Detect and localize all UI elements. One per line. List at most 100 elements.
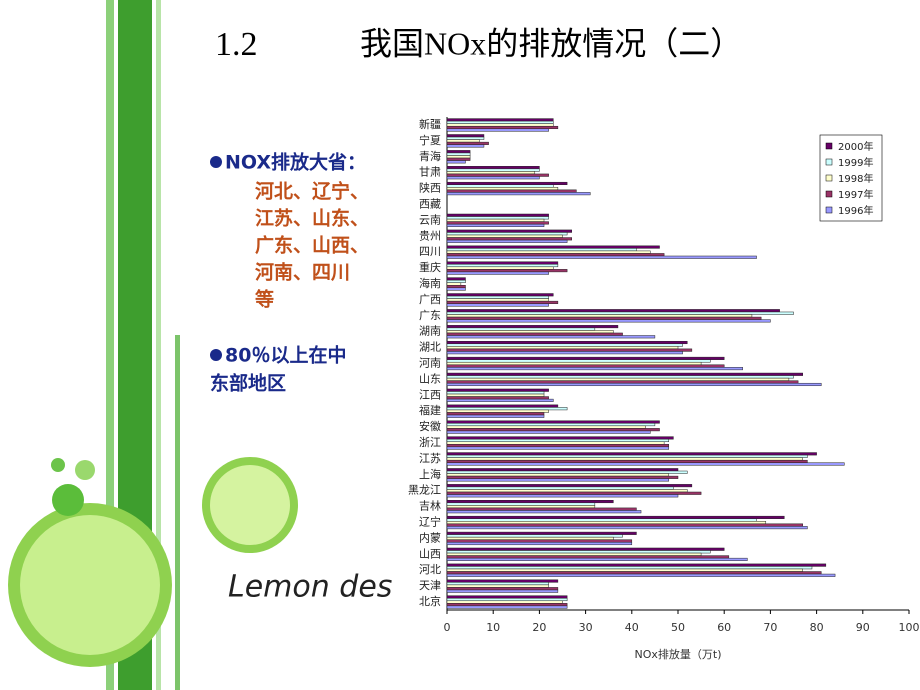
legend-swatch xyxy=(825,158,833,166)
bar xyxy=(446,279,466,283)
bar xyxy=(446,393,545,397)
y-tick-label: 河北 xyxy=(419,563,441,576)
y-tick-label: 新疆 xyxy=(419,117,441,131)
x-tick-label: 100 xyxy=(899,621,920,634)
bar xyxy=(446,141,489,145)
decor-stripe xyxy=(106,0,114,690)
bar xyxy=(446,327,596,331)
section-number: 1.2 xyxy=(215,26,258,63)
bar xyxy=(446,542,633,546)
bar xyxy=(446,125,559,130)
bar xyxy=(446,237,572,241)
bar xyxy=(446,264,559,268)
bar xyxy=(446,502,596,506)
bar xyxy=(446,181,568,185)
y-tick-label: 湖北 xyxy=(419,341,441,354)
bar xyxy=(446,261,559,265)
bar xyxy=(446,603,568,607)
y-tick-label: 云南 xyxy=(419,213,441,226)
bar xyxy=(446,605,568,609)
legend-label: 1997年 xyxy=(838,188,873,201)
bar xyxy=(446,595,568,599)
bar xyxy=(446,157,471,161)
bar xyxy=(446,330,614,334)
bar xyxy=(446,539,633,543)
bar xyxy=(446,409,549,413)
y-tick-label: 内蒙 xyxy=(419,530,441,544)
bar xyxy=(446,430,651,434)
bar xyxy=(446,436,674,440)
bar xyxy=(446,232,568,236)
bar xyxy=(446,277,466,281)
x-tick-label: 90 xyxy=(856,621,870,634)
bar xyxy=(446,600,563,604)
bar xyxy=(446,184,554,188)
bullet-line: 等 xyxy=(254,288,274,311)
bar xyxy=(446,521,767,525)
bullet-line: 广东、山西、 xyxy=(255,234,369,257)
y-tick-label: 北京 xyxy=(419,594,441,608)
bar xyxy=(446,557,748,561)
bar xyxy=(446,346,679,350)
bar xyxy=(446,192,591,196)
bar xyxy=(446,150,471,154)
bar xyxy=(446,438,670,442)
bar xyxy=(446,234,563,238)
bar xyxy=(446,223,545,227)
bar xyxy=(446,380,799,384)
bar xyxy=(446,441,665,445)
bar xyxy=(446,160,466,164)
bar xyxy=(446,388,549,392)
y-tick-label: 黑龙江 xyxy=(408,484,441,497)
bar xyxy=(446,316,762,320)
decor-text: Lemon des xyxy=(228,570,392,605)
bar xyxy=(446,255,757,259)
y-tick-label: 甘肃 xyxy=(419,166,441,179)
x-tick-label: 50 xyxy=(671,621,685,634)
bar xyxy=(446,282,462,286)
bar xyxy=(446,468,679,472)
bar xyxy=(446,325,619,329)
bar xyxy=(446,176,540,180)
legend-swatch xyxy=(825,142,833,150)
bar xyxy=(446,269,568,273)
bar xyxy=(446,319,771,323)
bar xyxy=(446,489,688,493)
y-tick-label: 福建 xyxy=(419,403,441,417)
y-tick-label: 广东 xyxy=(419,309,441,322)
bar xyxy=(446,377,790,381)
bullet-line: 河南、四川 xyxy=(255,262,350,284)
bullet-line: 河北、辽宁、 xyxy=(255,180,369,203)
bar xyxy=(446,168,540,172)
bar xyxy=(446,454,808,458)
bar xyxy=(446,404,559,408)
bar xyxy=(446,285,466,289)
bar xyxy=(446,136,485,140)
bullet-line: 东部地区 xyxy=(210,372,286,395)
x-tick-label: 80 xyxy=(810,621,824,634)
decor-stripe xyxy=(156,0,161,690)
x-tick-label: 40 xyxy=(625,621,639,634)
bar xyxy=(446,361,702,366)
bar xyxy=(446,531,637,535)
bar xyxy=(446,484,693,488)
bar xyxy=(446,266,554,270)
legend-swatch xyxy=(825,206,833,214)
bar xyxy=(446,332,623,336)
bar xyxy=(446,356,725,360)
bar xyxy=(446,555,730,559)
x-tick-label: 20 xyxy=(532,621,546,634)
bar xyxy=(446,534,623,538)
bar xyxy=(446,287,466,291)
bar xyxy=(446,173,549,177)
bar xyxy=(446,248,637,252)
y-tick-label: 上海 xyxy=(419,467,441,481)
bar xyxy=(446,494,679,498)
bar xyxy=(446,189,577,193)
bar xyxy=(446,271,549,275)
decor-lemon xyxy=(20,515,160,655)
y-tick-label: 宁夏 xyxy=(419,133,441,147)
bar xyxy=(446,171,536,175)
y-tick-label: 辽宁 xyxy=(419,515,441,529)
y-tick-label: 西藏 xyxy=(419,197,441,210)
